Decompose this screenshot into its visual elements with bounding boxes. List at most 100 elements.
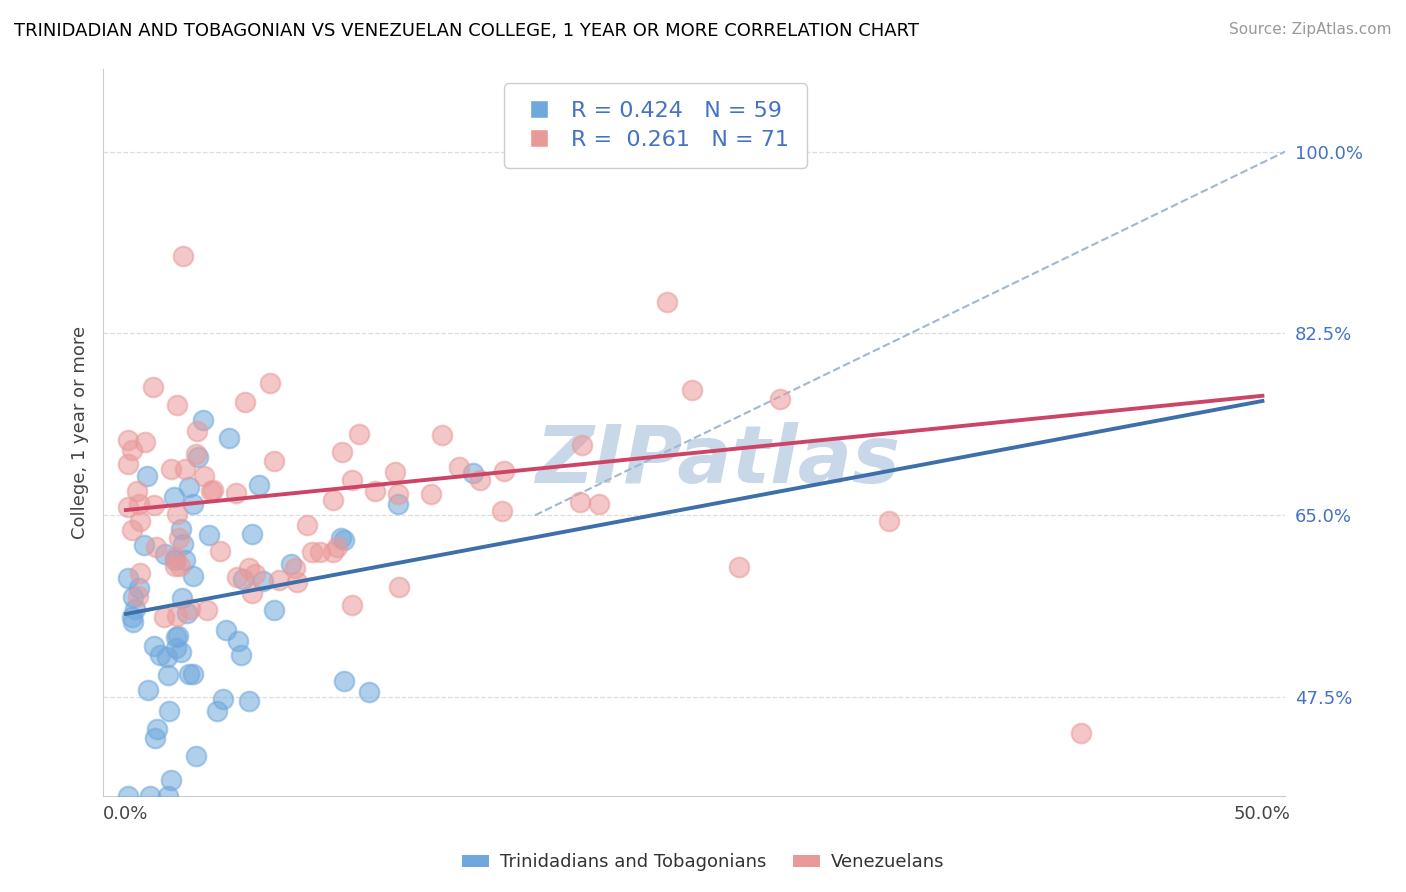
Point — [132, 539, 155, 553]
Point — [163, 553, 186, 567]
Point — [121, 615, 143, 629]
Point — [198, 528, 221, 542]
Point — [172, 248, 194, 262]
Point — [492, 464, 515, 478]
Point — [200, 484, 222, 499]
Y-axis label: College, 1 year or more: College, 1 year or more — [72, 326, 89, 539]
Point — [172, 537, 194, 551]
Point — [135, 468, 157, 483]
Point — [295, 517, 318, 532]
Point — [117, 500, 139, 514]
Legend: R = 0.424   N = 59, R =  0.261   N = 71: R = 0.424 N = 59, R = 0.261 N = 71 — [505, 83, 807, 168]
Point — [238, 694, 260, 708]
Point — [169, 644, 191, 658]
Point — [571, 438, 593, 452]
Point — [330, 445, 353, 459]
Point — [468, 474, 491, 488]
Point — [145, 723, 167, 737]
Point — [167, 531, 190, 545]
Point — [128, 566, 150, 580]
Point — [364, 483, 387, 498]
Point — [165, 549, 187, 564]
Point — [117, 571, 139, 585]
Point — [136, 683, 159, 698]
Point — [226, 634, 249, 648]
Point — [122, 590, 145, 604]
Point — [157, 668, 180, 682]
Point — [263, 603, 285, 617]
Point — [170, 591, 193, 605]
Point — [207, 704, 229, 718]
Point — [342, 598, 364, 612]
Point — [124, 602, 146, 616]
Point — [267, 573, 290, 587]
Point — [263, 454, 285, 468]
Point — [179, 601, 201, 615]
Point — [284, 561, 307, 575]
Point — [309, 545, 332, 559]
Point — [301, 545, 323, 559]
Point — [419, 487, 441, 501]
Point — [193, 468, 215, 483]
Point — [384, 465, 406, 479]
Point — [143, 731, 166, 746]
Point — [569, 495, 592, 509]
Point — [245, 566, 267, 581]
Point — [121, 523, 143, 537]
Point — [153, 610, 176, 624]
Point — [125, 484, 148, 499]
Point — [159, 704, 181, 718]
Point — [156, 650, 179, 665]
Point — [143, 639, 166, 653]
Point — [129, 514, 152, 528]
Point — [681, 384, 703, 398]
Point — [201, 483, 224, 497]
Point — [387, 487, 409, 501]
Point — [387, 497, 409, 511]
Point — [134, 434, 156, 449]
Point — [238, 560, 260, 574]
Point — [165, 640, 187, 655]
Point — [143, 498, 166, 512]
Point — [209, 544, 232, 558]
Point — [165, 630, 187, 644]
Point — [183, 667, 205, 681]
Text: Source: ZipAtlas.com: Source: ZipAtlas.com — [1229, 22, 1392, 37]
Point — [322, 492, 344, 507]
Point — [333, 533, 356, 547]
Point — [167, 630, 190, 644]
Point — [226, 570, 249, 584]
Point — [657, 294, 679, 309]
Point — [156, 789, 179, 803]
Point — [177, 481, 200, 495]
Point — [259, 376, 281, 390]
Point — [728, 560, 751, 574]
Point — [215, 623, 238, 637]
Point — [169, 558, 191, 573]
Point — [1070, 726, 1092, 740]
Point — [252, 574, 274, 589]
Point — [176, 607, 198, 621]
Point — [186, 424, 208, 438]
Point — [166, 507, 188, 521]
Point — [233, 394, 256, 409]
Text: ZIPatlas: ZIPatlas — [536, 422, 900, 500]
Point — [121, 610, 143, 624]
Point — [159, 462, 181, 476]
Point — [218, 431, 240, 445]
Point — [165, 559, 187, 574]
Point — [769, 392, 792, 406]
Point — [149, 648, 172, 662]
Point — [212, 692, 235, 706]
Point — [588, 497, 610, 511]
Point — [128, 497, 150, 511]
Point — [163, 490, 186, 504]
Point — [145, 541, 167, 555]
Point — [225, 485, 247, 500]
Point — [232, 572, 254, 586]
Point — [447, 460, 470, 475]
Point — [191, 413, 214, 427]
Point — [142, 380, 165, 394]
Point — [186, 749, 208, 764]
Point — [430, 428, 453, 442]
